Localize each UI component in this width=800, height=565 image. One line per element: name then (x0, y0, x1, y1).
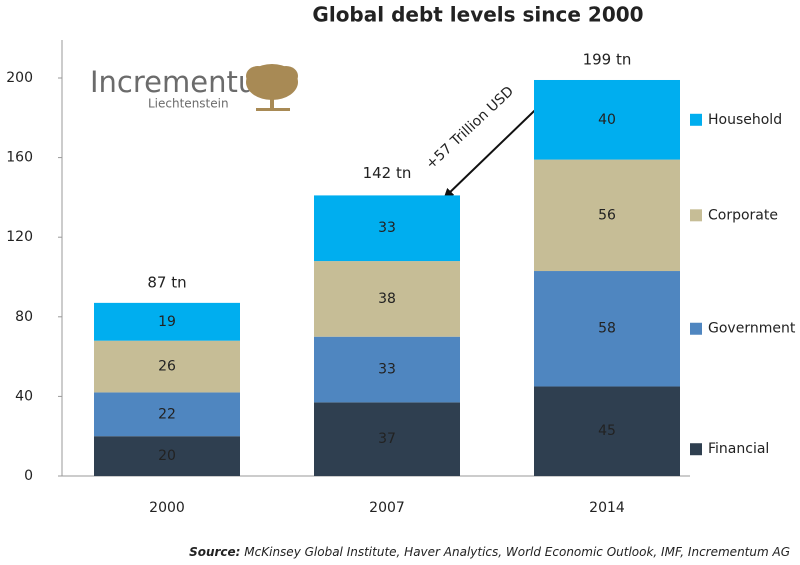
bar-segment (94, 392, 240, 437)
legend-swatch (690, 209, 702, 222)
data-label: 26 (158, 359, 176, 375)
logo: Incrementum Liechtenstein (90, 64, 298, 111)
data-label: 37 (378, 431, 396, 447)
legend-swatch (690, 113, 702, 126)
total-label: 142 tn (363, 164, 412, 182)
y-tick-label: 40 (15, 388, 33, 404)
logo-tree (246, 64, 298, 111)
legend-label: Household (708, 112, 782, 128)
source-text: McKinsey Global Institute, Haver Analyti… (244, 545, 790, 559)
legend-swatch (690, 443, 702, 456)
bar-segment (94, 340, 240, 393)
total-label: 199 tn (583, 50, 632, 68)
data-label: 56 (598, 207, 616, 223)
data-label: 19 (158, 314, 176, 330)
bar-segment (314, 402, 460, 476)
total-label: 87 tn (147, 273, 186, 291)
bar-segment (94, 302, 240, 341)
bar-segment (534, 79, 680, 160)
bar-segment (94, 436, 240, 476)
data-label: 38 (378, 291, 396, 307)
x-tick-label: 2014 (589, 500, 625, 516)
y-tick-label: 80 (15, 309, 33, 325)
x-tick-label: 2000 (149, 500, 185, 516)
y-tick-label: 160 (6, 150, 33, 166)
data-label: 22 (158, 406, 176, 422)
data-label: 33 (378, 362, 396, 378)
data-label: 40 (598, 112, 616, 128)
legend-label: Government (708, 321, 796, 337)
y-tick-label: 120 (6, 229, 33, 245)
data-label: 58 (598, 321, 616, 337)
chart-title: Global debt levels since 2000 (312, 3, 643, 27)
bar-segment (534, 386, 680, 476)
logo-subtitle: Liechtenstein (148, 97, 229, 111)
data-label: 33 (378, 220, 396, 236)
legend-label: Financial (708, 441, 769, 457)
bar-segment (534, 159, 680, 272)
legend-label: Corporate (708, 207, 778, 223)
annotation: +57 Trillion USD (423, 83, 517, 172)
bar-segment (314, 261, 460, 337)
legend-swatch (690, 322, 702, 335)
x-tick-label: 2007 (369, 500, 405, 516)
source-label: Source: (189, 545, 240, 559)
y-tick-label: 200 (6, 70, 33, 86)
data-label: 45 (598, 423, 616, 439)
source: Source: McKinsey Global Institute, Haver… (189, 545, 790, 559)
bar-segment (314, 195, 460, 262)
bar-segment (314, 336, 460, 403)
bar-segment (534, 271, 680, 387)
y-tick-label: 0 (24, 468, 33, 484)
data-label: 20 (158, 448, 176, 464)
